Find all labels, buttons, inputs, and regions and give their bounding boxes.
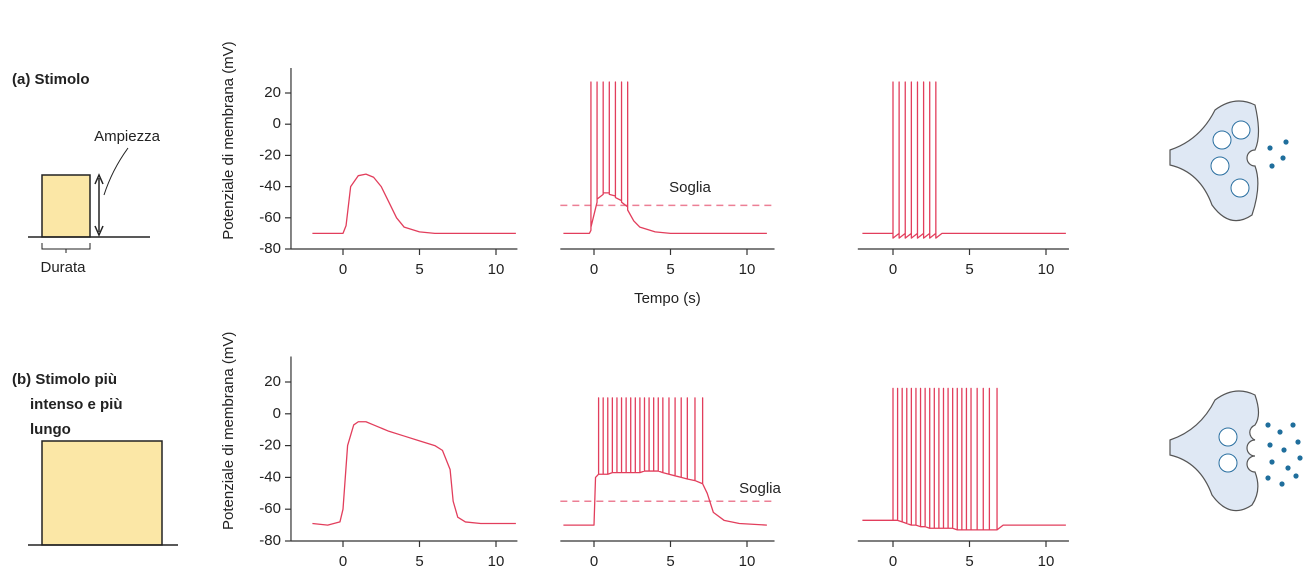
x-tick-label: 10 (1038, 553, 1055, 570)
amplitude-label: Ampiezza (94, 128, 161, 145)
membrane-trace (312, 421, 516, 526)
x-tick-label: 0 (339, 261, 347, 278)
membrane-trace (563, 81, 767, 235)
membrane-trace (862, 387, 1066, 531)
panel-label: intenso e più (30, 396, 123, 413)
y-tick-label: -80 (259, 240, 281, 257)
stimulus-pulse (41, 174, 91, 238)
membrane-trace (563, 397, 767, 526)
x-tick-label: 5 (415, 553, 423, 570)
y-tick-label: -60 (259, 500, 281, 517)
x-tick-label: 5 (965, 553, 973, 570)
y-tick-label: 0 (273, 405, 281, 422)
stimulus-pulse (41, 440, 163, 546)
y-tick-label: 20 (264, 373, 281, 390)
x-axis-title: Tempo (s) (634, 290, 701, 307)
x-tick-label: 5 (666, 553, 674, 570)
y-tick-label: -40 (259, 468, 281, 485)
x-tick-label: 10 (488, 553, 505, 570)
x-tick-label: 0 (590, 553, 598, 570)
leader-line (103, 147, 129, 196)
x-tick-label: 5 (965, 261, 973, 278)
duration-label: Durata (40, 259, 86, 276)
membrane-trace (312, 173, 516, 235)
y-tick-label: 0 (273, 115, 281, 132)
y-axis-title: Potenziale di membrana (mV) (220, 332, 237, 530)
panel-label: lungo (30, 421, 71, 438)
x-tick-label: 0 (889, 261, 897, 278)
y-axis-title: Potenziale di membrana (mV) (220, 41, 237, 239)
x-tick-label: 0 (590, 261, 598, 278)
y-tick-label: 20 (264, 84, 281, 101)
duration-bracket (41, 243, 91, 253)
y-tick-label: -20 (259, 437, 281, 454)
x-tick-label: 10 (739, 261, 756, 278)
panel-label: (b) Stimolo più (12, 371, 117, 388)
x-tick-label: 10 (488, 261, 505, 278)
x-tick-label: 5 (415, 261, 423, 278)
synapse-icon (1169, 100, 1289, 222)
y-tick-label: -20 (259, 146, 281, 163)
x-tick-label: 0 (339, 553, 347, 570)
threshold-label: Soglia (669, 179, 711, 196)
x-tick-label: 10 (739, 553, 756, 570)
membrane-trace (862, 81, 1066, 239)
x-tick-label: 10 (1038, 261, 1055, 278)
y-tick-label: -60 (259, 209, 281, 226)
y-tick-label: -40 (259, 178, 281, 195)
y-tick-label: -80 (259, 532, 281, 549)
synapse-icon (1169, 390, 1303, 512)
arrow-heads (94, 173, 104, 237)
threshold-label: Soglia (739, 480, 781, 497)
x-tick-label: 5 (666, 261, 674, 278)
panel-label: (a) Stimolo (12, 71, 90, 88)
x-tick-label: 0 (889, 553, 897, 570)
